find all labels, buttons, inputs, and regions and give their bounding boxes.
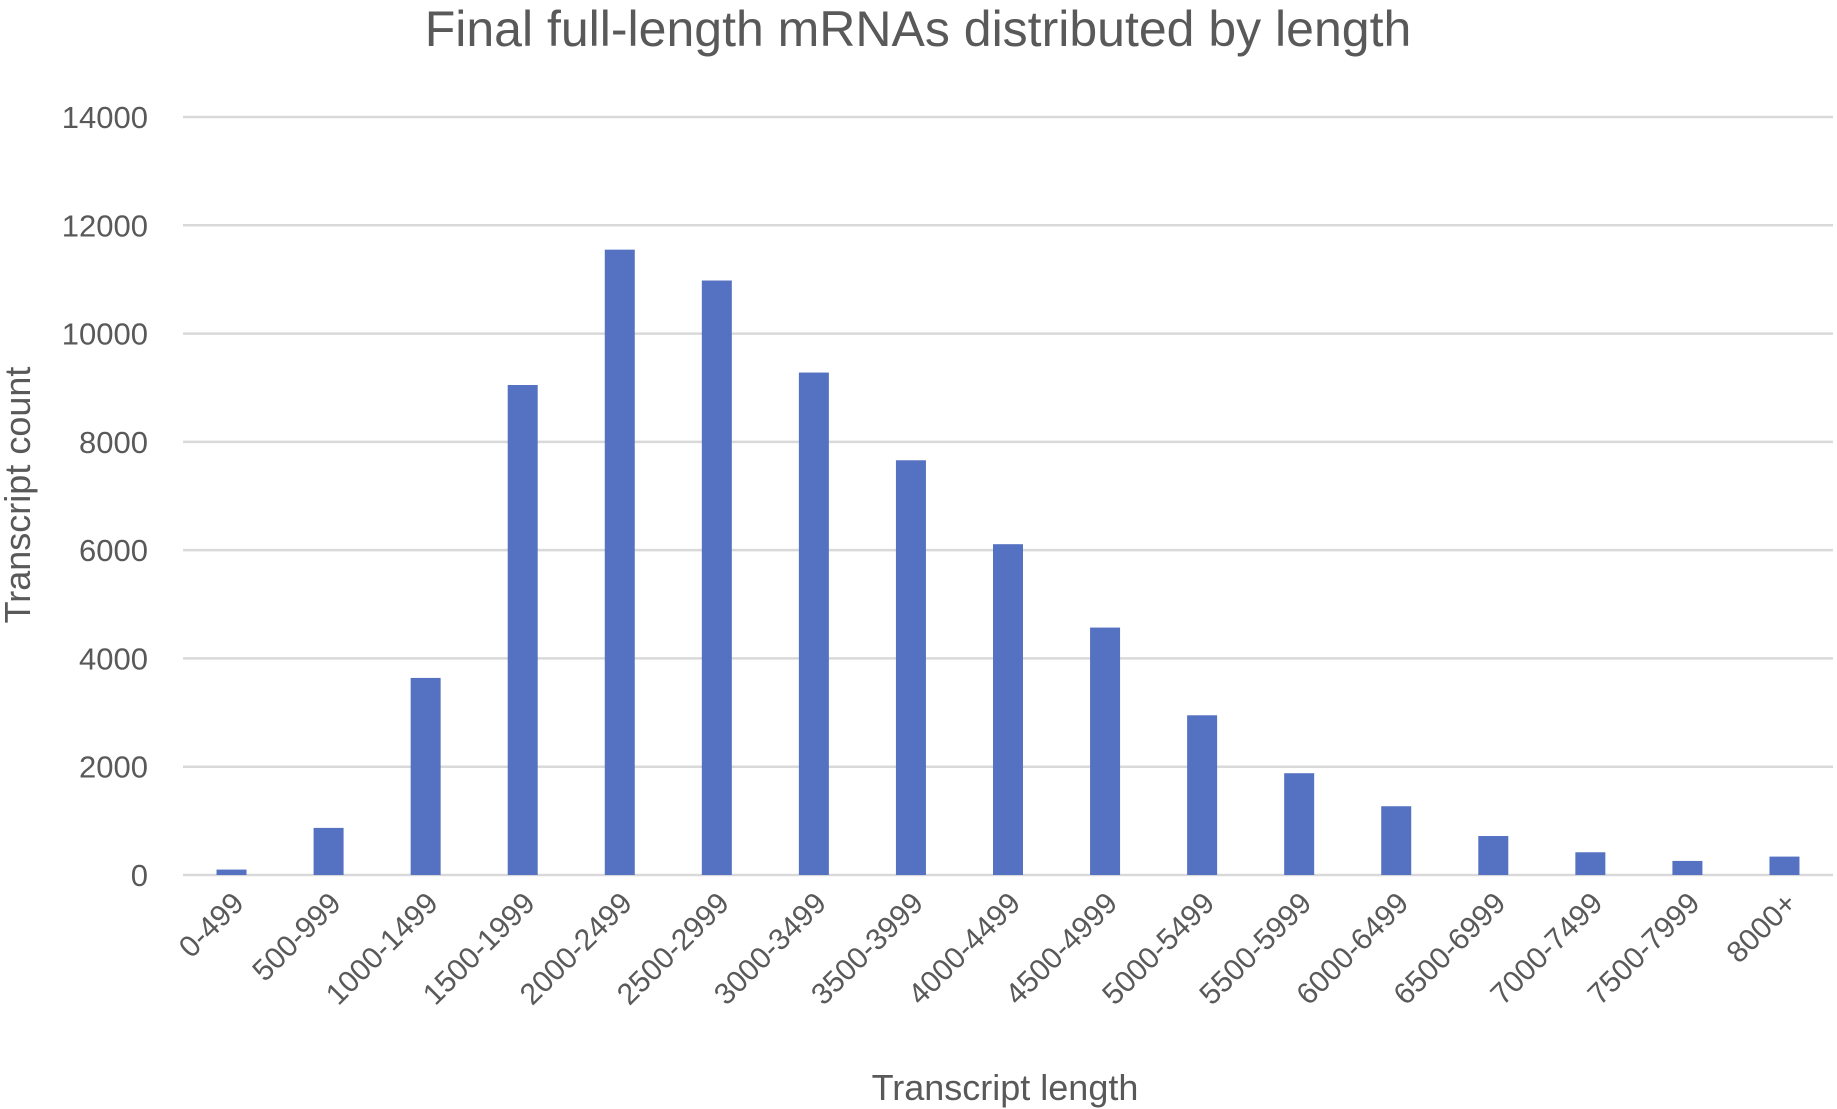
x-tick-label: 500-999: [246, 887, 347, 988]
bar: [1090, 627, 1121, 875]
bar: [507, 385, 538, 875]
y-tick-label: 2000: [79, 750, 148, 785]
y-axis-ticks: 0 2000 4000 6000 8000 10000 12000 14000: [62, 100, 148, 893]
x-axis-ticks: 0-499500-9991000-14991500-19992000-24992…: [173, 887, 1804, 1012]
bar: [1672, 860, 1703, 875]
bar: [410, 677, 441, 875]
y-tick-label: 8000: [79, 425, 148, 460]
x-tick-label: 0-499: [173, 887, 251, 965]
bar: [216, 869, 247, 875]
x-axis-title: Transcript length: [872, 1067, 1139, 1108]
bar: [1769, 856, 1800, 875]
bar: [701, 280, 732, 875]
y-tick-label: 14000: [62, 100, 148, 135]
y-tick-label: 6000: [79, 533, 148, 568]
bar: [1478, 836, 1509, 875]
bars: [216, 249, 1800, 875]
bar: [313, 827, 344, 875]
bar: [1284, 773, 1315, 875]
y-tick-label: 4000: [79, 641, 148, 676]
bar: [895, 460, 926, 875]
bar: [798, 372, 829, 875]
bar: [993, 544, 1023, 875]
y-tick-label: 12000: [62, 208, 148, 243]
y-tick-label: 0: [131, 858, 148, 893]
bar: [604, 249, 635, 875]
x-tick-label: 8000+: [1721, 887, 1804, 970]
y-tick-label: 10000: [62, 317, 148, 352]
y-axis-title: Transcript count: [0, 367, 38, 624]
bar: [1381, 806, 1412, 875]
bar: [1187, 715, 1218, 875]
bar: [1575, 852, 1606, 875]
chart-title: Final full-length mRNAs distributed by l…: [425, 1, 1412, 57]
